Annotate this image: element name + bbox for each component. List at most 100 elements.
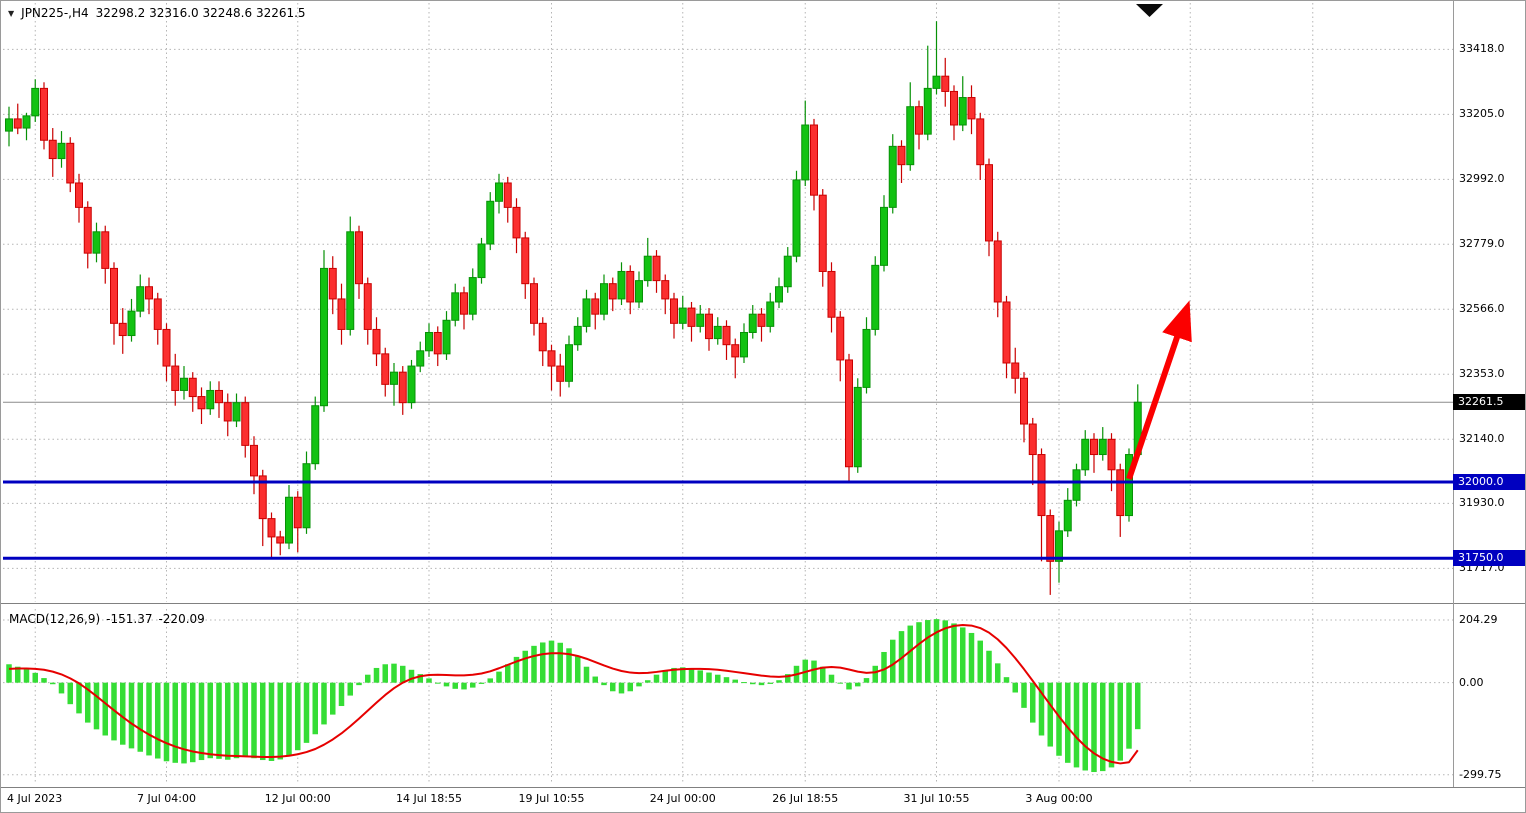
bull-candle: [136, 286, 145, 312]
bear-candle: [355, 231, 363, 285]
bear-candle: [1116, 469, 1125, 517]
bull-candle: [206, 389, 215, 410]
macd-bar: [496, 671, 502, 683]
macd-bar: [610, 682, 616, 692]
time-axis-label: 26 Jul 18:55: [772, 792, 839, 805]
bear-candle: [1046, 515, 1055, 562]
macd-bar: [540, 642, 546, 683]
macd-bar: [741, 682, 747, 684]
macd-bar: [513, 656, 520, 683]
bull-candle: [801, 124, 810, 181]
bull-candle: [416, 350, 425, 367]
macd-bar: [627, 682, 633, 692]
bull-candle: [302, 463, 311, 529]
macd-bar: [1135, 682, 1141, 730]
macd-bar: [295, 682, 301, 751]
trend-arrow[interactable]: [1126, 300, 1192, 480]
macd-bar: [50, 682, 56, 685]
macd-bar: [750, 682, 756, 685]
macd-bar: [960, 627, 966, 683]
bull-candle: [180, 377, 188, 391]
bear-candle: [757, 313, 766, 327]
macd-bar: [828, 674, 835, 683]
time-axis-label: 31 Jul 10:55: [903, 792, 970, 805]
macd-bar: [863, 678, 870, 683]
macd-bar: [671, 667, 677, 683]
bull-candle: [871, 264, 880, 330]
bull-candle: [1072, 469, 1081, 501]
macd-bar: [23, 668, 30, 683]
bear-candle: [293, 496, 302, 529]
macd-bar: [636, 682, 642, 687]
macd-bar: [715, 674, 721, 683]
bull-candle: [1081, 438, 1090, 471]
bear-candle: [241, 402, 250, 446]
macd-bar: [1082, 682, 1088, 771]
bull-candle: [442, 319, 451, 355]
bull-candle: [573, 325, 582, 346]
bull-candle: [906, 106, 915, 166]
macd-bar: [41, 678, 47, 683]
price-axis-label: 31930.0: [1459, 496, 1505, 510]
bull-candle: [285, 496, 293, 544]
bear-candle: [162, 328, 171, 367]
macd-bar: [32, 672, 38, 683]
bull-candle: [748, 313, 757, 333]
macd-bar: [242, 682, 248, 757]
macd-bar: [916, 622, 922, 683]
macd-bar: [942, 620, 948, 683]
bear-candle: [503, 182, 512, 208]
bear-candle: [827, 270, 836, 318]
macd-bar: [461, 682, 467, 690]
macd-bar: [767, 682, 773, 684]
macd-bar: [1108, 682, 1115, 768]
bull-candle: [495, 182, 503, 202]
bull-candle: [320, 267, 328, 407]
bear-candle: [110, 267, 118, 324]
macd-bar: [977, 640, 983, 683]
macd-bar: [365, 674, 371, 683]
bear-candle: [145, 286, 153, 300]
macd-bar: [93, 682, 100, 730]
bear-candle: [223, 402, 232, 422]
ohlc-readout: 32298.2 32316.0 32248.6 32261.5: [95, 6, 306, 20]
bear-candle: [1002, 301, 1011, 364]
bear-candle: [460, 292, 468, 315]
bear-candle: [40, 87, 48, 141]
bear-candle: [705, 313, 713, 340]
macd-bar: [846, 682, 852, 690]
macd-bar: [758, 682, 765, 686]
macd-bar: [645, 680, 651, 683]
bear-candle: [512, 206, 521, 239]
macd-bar: [785, 674, 791, 683]
macd-bar: [732, 679, 738, 683]
bear-candle: [836, 316, 845, 361]
bear-candle: [915, 106, 923, 135]
macd-bar: [925, 620, 931, 683]
bull-candle: [451, 292, 460, 321]
macd-bar: [321, 682, 327, 725]
bear-candle: [1037, 454, 1046, 517]
bear-candle: [818, 194, 827, 272]
macd-bar: [1030, 682, 1036, 723]
macd-bar: [592, 676, 598, 683]
macd-bar: [347, 682, 353, 696]
macd-bar: [137, 682, 143, 752]
bull-candle: [635, 280, 643, 303]
macd-name-label: MACD(12,26,9): [9, 612, 101, 626]
price-axis-label: 33418.0: [1459, 42, 1505, 56]
time-axis-label: 12 Jul 00:00: [264, 792, 331, 805]
macd-bar: [268, 682, 275, 761]
macd-bar: [951, 623, 957, 683]
bull-candle: [678, 307, 687, 324]
bull-candle: [888, 145, 897, 208]
bull-candle: [766, 301, 775, 327]
bull-candle: [232, 402, 241, 422]
macd-bar: [575, 656, 581, 683]
macd-bar: [680, 667, 686, 683]
bull-candle: [792, 179, 801, 257]
macd-bar: [146, 682, 152, 756]
bull-candle: [468, 277, 477, 315]
macd-bar: [662, 670, 668, 683]
